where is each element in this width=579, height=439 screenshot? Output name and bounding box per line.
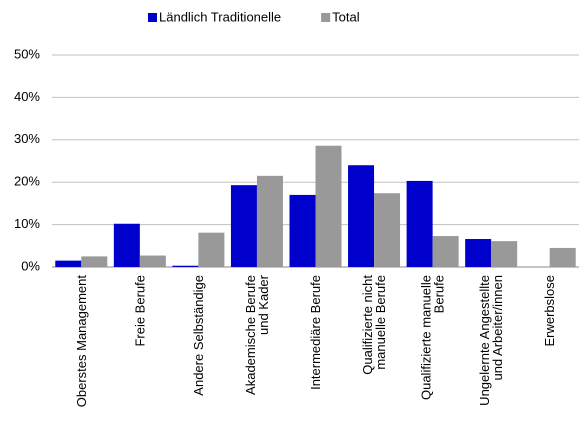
bar: [113, 223, 140, 267]
x-tick-label: Qualifizierte nicht manuelle Berufe: [360, 275, 389, 375]
bar: [348, 165, 375, 267]
bar: [549, 247, 576, 267]
bar: [81, 256, 108, 267]
bar: [198, 232, 225, 267]
y-tick-label: 0%: [21, 258, 40, 273]
y-tick-label: 50%: [14, 46, 40, 61]
bar: [315, 145, 342, 267]
legend-label: Ländlich Traditionelle: [159, 9, 281, 24]
x-tick-label: Freie Berufe: [132, 275, 148, 347]
x-tick-label: Akademische Berufe und Kader: [242, 275, 271, 395]
bar: [465, 239, 492, 267]
bar: [432, 236, 459, 267]
bar: [374, 193, 401, 267]
bar: [55, 260, 82, 267]
x-tick-label: Intermediäre Berufe: [308, 275, 323, 390]
x-tick-label: Andere Selbständige: [190, 275, 206, 396]
y-tick-label: 20%: [14, 174, 40, 189]
bar: [289, 194, 316, 267]
x-tick-label: Erwerbslose: [542, 275, 558, 347]
x-tick-label: Qualifizierte manuelle Berufe: [418, 275, 447, 401]
legend-swatch: [321, 13, 331, 22]
x-tick-label: Oberstes Management: [73, 275, 89, 408]
x-tick-label: Ungelernte Angestellte und Arbeiter/inne…: [477, 275, 506, 406]
y-tick-label: 30%: [14, 131, 40, 146]
bar: [256, 175, 283, 267]
legend-label: Total: [332, 9, 360, 24]
bar: [139, 255, 166, 267]
y-tick-label: 40%: [14, 89, 40, 104]
bar: [172, 265, 199, 267]
bar: [491, 241, 518, 267]
legend-swatch: [148, 13, 157, 22]
bar: [406, 180, 433, 267]
y-tick-label: 10%: [14, 216, 40, 231]
bar: [230, 185, 257, 267]
